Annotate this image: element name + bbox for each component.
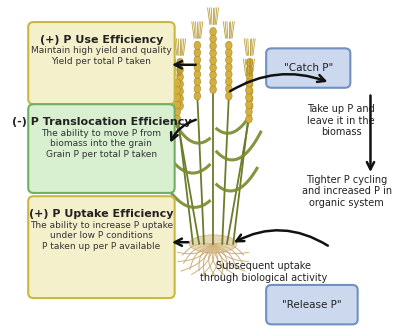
Ellipse shape	[226, 92, 232, 100]
Ellipse shape	[246, 58, 253, 67]
Ellipse shape	[174, 108, 180, 116]
Ellipse shape	[210, 35, 216, 43]
Text: Take up P and
leave it in the
biomass: Take up P and leave it in the biomass	[307, 104, 375, 137]
Ellipse shape	[194, 78, 201, 86]
Ellipse shape	[210, 56, 216, 65]
Ellipse shape	[246, 100, 252, 109]
Ellipse shape	[246, 102, 253, 110]
Text: The ability to increase P uptake: The ability to increase P uptake	[30, 221, 173, 230]
Ellipse shape	[177, 73, 184, 81]
Ellipse shape	[246, 80, 253, 88]
Ellipse shape	[210, 27, 216, 36]
Ellipse shape	[177, 94, 184, 103]
Text: Maintain high yield and quality: Maintain high yield and quality	[31, 47, 172, 55]
Ellipse shape	[226, 70, 232, 79]
Ellipse shape	[194, 63, 201, 71]
Ellipse shape	[177, 66, 184, 74]
Text: P taken up per P available: P taken up per P available	[42, 242, 160, 251]
Text: Yield per total P taken: Yield per total P taken	[52, 57, 151, 66]
FancyBboxPatch shape	[28, 196, 175, 298]
Ellipse shape	[246, 73, 253, 81]
Ellipse shape	[246, 79, 252, 87]
Ellipse shape	[194, 56, 201, 64]
Ellipse shape	[174, 100, 180, 109]
Ellipse shape	[210, 85, 216, 93]
Ellipse shape	[210, 78, 216, 86]
Ellipse shape	[210, 71, 216, 79]
Ellipse shape	[226, 41, 232, 50]
FancyBboxPatch shape	[266, 48, 350, 88]
Ellipse shape	[226, 49, 232, 57]
Ellipse shape	[174, 86, 180, 94]
Ellipse shape	[246, 66, 253, 74]
Ellipse shape	[246, 87, 253, 95]
Ellipse shape	[246, 93, 252, 101]
Text: Subsequent uptake
through biological activity: Subsequent uptake through biological act…	[200, 261, 327, 282]
Text: under low P conditions: under low P conditions	[50, 231, 153, 241]
Ellipse shape	[246, 86, 252, 94]
Text: (-) P Translocation Efficiency: (-) P Translocation Efficiency	[12, 117, 191, 127]
Ellipse shape	[194, 85, 201, 93]
Ellipse shape	[194, 92, 201, 100]
Ellipse shape	[189, 235, 237, 253]
Ellipse shape	[174, 115, 180, 123]
Ellipse shape	[174, 79, 180, 87]
Text: biomass into the grain: biomass into the grain	[50, 140, 152, 148]
Text: "Release P": "Release P"	[282, 300, 342, 310]
Text: Tighter P cycling
and increased P in
organic system: Tighter P cycling and increased P in org…	[302, 175, 392, 208]
FancyBboxPatch shape	[266, 285, 358, 324]
Ellipse shape	[210, 49, 216, 57]
Ellipse shape	[226, 63, 232, 71]
Ellipse shape	[194, 49, 201, 57]
Ellipse shape	[246, 115, 252, 123]
Ellipse shape	[194, 70, 201, 79]
Text: Grain P per total P taken: Grain P per total P taken	[46, 150, 157, 159]
Ellipse shape	[177, 58, 184, 67]
Ellipse shape	[210, 42, 216, 50]
Ellipse shape	[174, 93, 180, 101]
Text: "Catch P": "Catch P"	[284, 63, 333, 73]
Text: The ability to move P from: The ability to move P from	[42, 129, 162, 138]
Ellipse shape	[246, 94, 253, 103]
Ellipse shape	[194, 41, 201, 50]
Text: (+) P Uptake Efficiency: (+) P Uptake Efficiency	[29, 209, 174, 219]
Ellipse shape	[177, 87, 184, 95]
FancyBboxPatch shape	[28, 22, 175, 104]
FancyBboxPatch shape	[28, 104, 175, 193]
Text: (+) P Use Efficiency: (+) P Use Efficiency	[40, 35, 163, 45]
Ellipse shape	[177, 80, 184, 88]
Ellipse shape	[226, 56, 232, 64]
Ellipse shape	[246, 108, 252, 116]
Ellipse shape	[177, 102, 184, 110]
Ellipse shape	[210, 64, 216, 72]
Ellipse shape	[226, 85, 232, 93]
Ellipse shape	[226, 78, 232, 86]
